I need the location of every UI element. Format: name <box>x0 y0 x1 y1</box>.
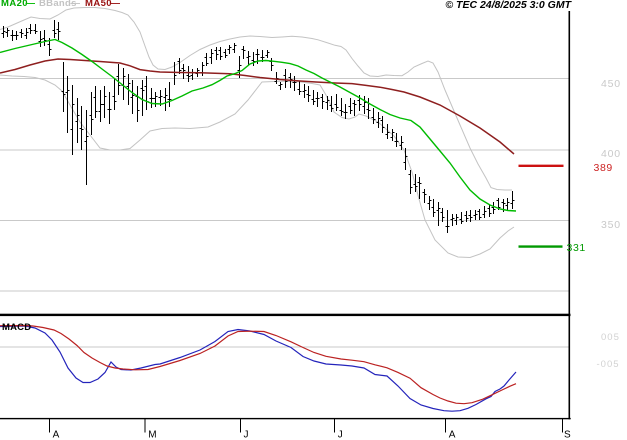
svg-text:S: S <box>564 430 571 440</box>
svg-text:A: A <box>449 430 456 440</box>
svg-text:J: J <box>244 430 249 440</box>
svg-text:J: J <box>338 430 343 440</box>
svg-text:M: M <box>148 430 156 440</box>
svg-text:A: A <box>53 430 60 440</box>
